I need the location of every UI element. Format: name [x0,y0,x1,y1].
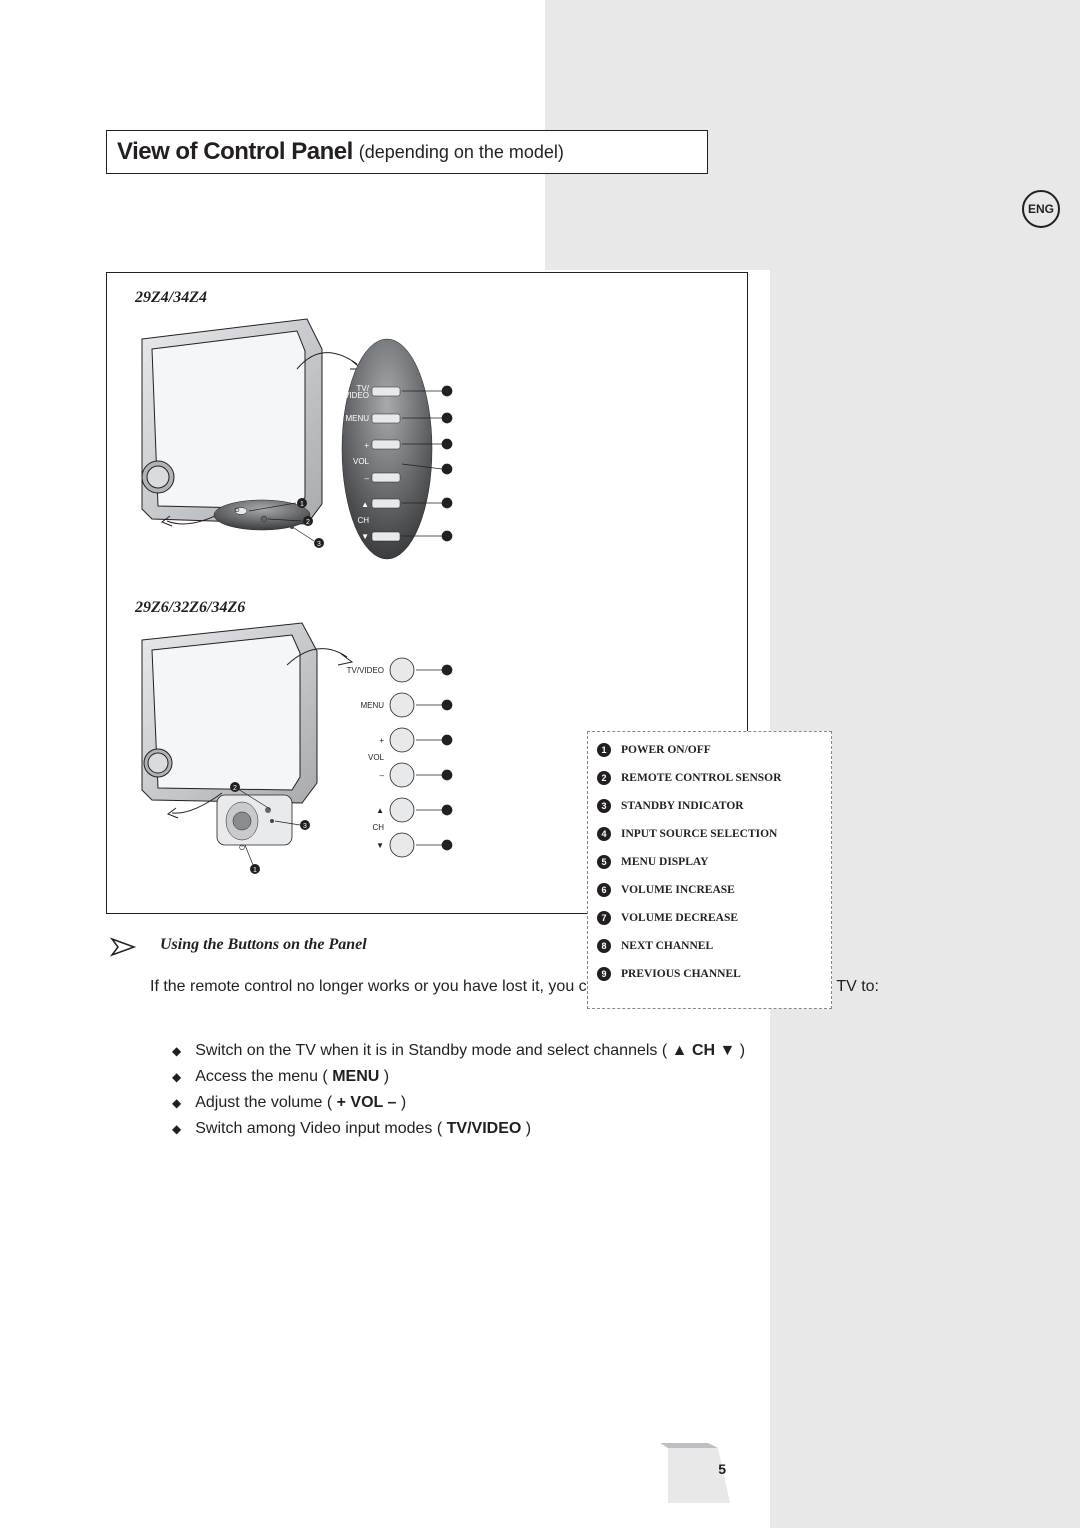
list-item: Switch on the TV when it is in Standby m… [172,1042,745,1060]
svg-text:⏻: ⏻ [235,507,240,514]
svg-text:6: 6 [445,738,449,745]
svg-text:⏻: ⏻ [239,844,245,852]
svg-text:6: 6 [445,442,449,449]
svg-text:1: 1 [300,501,304,508]
diagram-a: ⏻ 1 2 3 TV/VIDEO MENU [122,309,552,589]
section-heading: Using the Buttons on the Panel [160,936,367,954]
svg-text:3: 3 [303,823,307,830]
svg-text:TV/VIDEO: TV/VIDEO [344,384,370,400]
svg-text:VOL: VOL [368,753,385,762]
svg-text:▼: ▼ [376,841,384,850]
list-item: Switch among Video input modes ( TV/VIDE… [172,1120,745,1138]
svg-text:8: 8 [445,501,449,508]
svg-text:4: 4 [445,668,449,675]
svg-text:+: + [379,736,384,745]
diagram-b: ⏻ 2 3 1 TV/VIDEO MENU + VOL – [122,615,552,915]
page-title-main: View of Control Panel [117,138,353,166]
svg-text:MENU: MENU [360,701,384,710]
svg-text:▼: ▼ [361,532,369,541]
page-title-sub: (depending on the model) [359,142,564,163]
arrow-marker-icon [110,936,140,963]
svg-text:MENU: MENU [345,414,369,423]
bullet-list: Switch on the TV when it is in Standby m… [172,1042,745,1146]
svg-text:5: 5 [445,416,449,423]
svg-text:CH: CH [372,823,384,832]
legend-border [587,731,832,1009]
language-badge-text: ENG [1028,202,1054,216]
svg-text:CH: CH [357,516,369,525]
page-title-box: View of Control Panel (depending on the … [106,130,708,174]
svg-text:5: 5 [445,703,449,710]
model-label-a: 29Z4/34Z4 [135,289,207,307]
page-number: 5 [718,1461,726,1477]
language-badge: ENG [1022,190,1060,228]
svg-text:1: 1 [253,867,257,874]
svg-text:7: 7 [445,467,449,474]
svg-text:+: + [364,441,369,450]
diagram-container: 29Z4/34Z4 29Z6/32Z6/34Z6 [106,272,748,914]
svg-text:▲: ▲ [376,806,384,815]
svg-text:3: 3 [317,541,321,548]
svg-text:7: 7 [445,773,449,780]
page-tab: 5 [660,1443,740,1508]
svg-text:9: 9 [445,843,449,850]
list-item: Access the menu ( MENU ) [172,1068,745,1086]
svg-text:8: 8 [445,808,449,815]
svg-text:–: – [365,474,370,483]
svg-text:9: 9 [445,534,449,541]
svg-text:▲: ▲ [361,500,369,509]
list-item: Adjust the volume ( + VOL – ) [172,1094,745,1112]
svg-text:VOL: VOL [353,457,370,466]
svg-text:4: 4 [445,389,449,396]
svg-text:TV/VIDEO: TV/VIDEO [347,666,384,675]
legend-box: 1POWER ON/OFF2REMOTE CONTROL SENSOR3STAN… [587,731,832,1009]
svg-text:–: – [380,771,385,780]
svg-text:2: 2 [233,785,237,792]
svg-text:2: 2 [306,519,310,526]
